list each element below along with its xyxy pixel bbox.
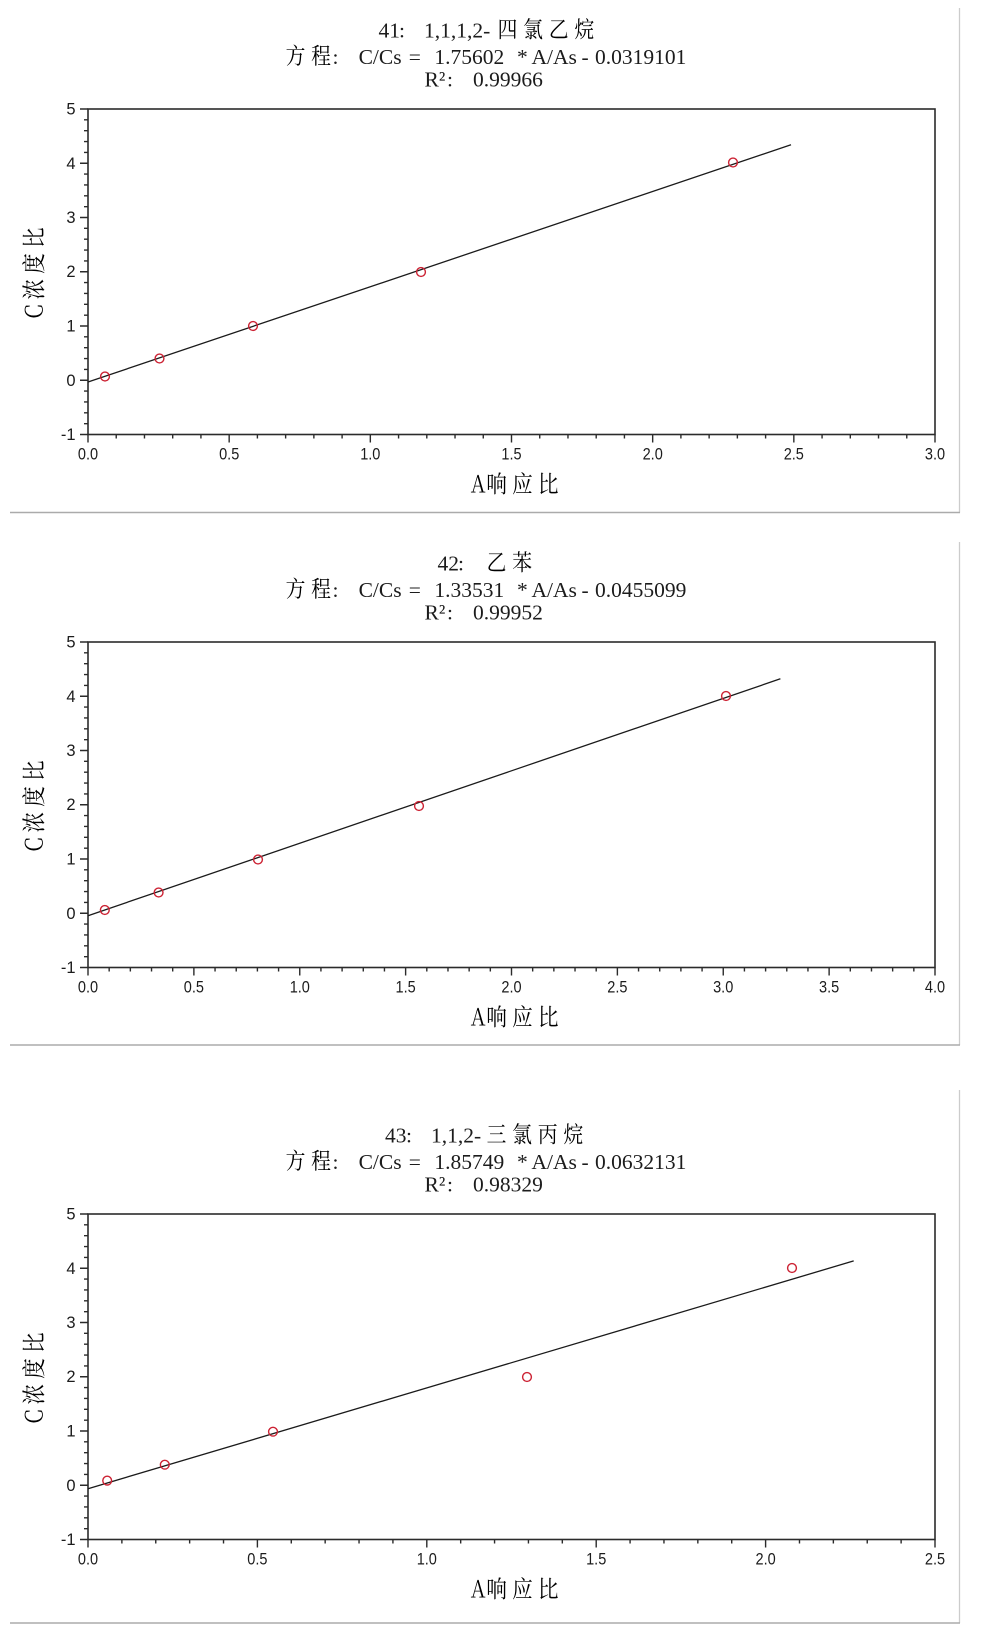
svg-text:1.85749: 1.85749 — [434, 1150, 504, 1174]
svg-text:42: 42 — [438, 552, 460, 576]
svg-text:2.5: 2.5 — [784, 446, 804, 464]
svg-text:*: * — [517, 45, 528, 69]
svg-text:0: 0 — [66, 372, 75, 390]
svg-text:0.98329: 0.98329 — [473, 1173, 543, 1197]
svg-text::: : — [399, 19, 405, 43]
svg-text:4: 4 — [66, 155, 75, 173]
svg-text:0.0: 0.0 — [78, 1551, 98, 1569]
svg-text:3.0: 3.0 — [713, 979, 733, 997]
svg-text:1.33531: 1.33531 — [434, 578, 504, 602]
svg-text:1.5: 1.5 — [586, 1551, 606, 1569]
svg-text:=: = — [409, 45, 421, 69]
svg-text:=: = — [409, 578, 421, 602]
svg-text:0.99966: 0.99966 — [473, 68, 543, 92]
svg-text:-: - — [582, 45, 589, 69]
svg-text:5: 5 — [66, 1206, 75, 1224]
svg-text:0.5: 0.5 — [219, 446, 239, 464]
svg-text:=: = — [409, 1150, 421, 1174]
svg-text:2.5: 2.5 — [925, 1551, 945, 1569]
svg-text::: : — [447, 601, 453, 625]
svg-text:A/As: A/As — [532, 45, 577, 69]
svg-text:3.5: 3.5 — [819, 979, 839, 997]
svg-text:0.0455099: 0.0455099 — [595, 578, 686, 602]
svg-text:1.5: 1.5 — [396, 979, 416, 997]
svg-text::: : — [458, 552, 464, 576]
svg-text:3: 3 — [66, 742, 75, 760]
svg-text:*: * — [517, 578, 528, 602]
svg-text:C/Cs: C/Cs — [359, 1150, 402, 1174]
svg-text:2: 2 — [66, 796, 75, 814]
svg-text:0: 0 — [66, 1477, 75, 1495]
svg-text:4: 4 — [66, 688, 75, 706]
svg-text:4: 4 — [66, 1260, 75, 1278]
svg-text:43: 43 — [385, 1124, 407, 1148]
svg-text:3.0: 3.0 — [925, 446, 945, 464]
svg-text:R²: R² — [425, 601, 446, 625]
svg-text:0.0: 0.0 — [78, 979, 98, 997]
svg-text:-1: -1 — [61, 426, 76, 444]
svg-text:1: 1 — [66, 318, 75, 336]
svg-text:-1: -1 — [61, 959, 76, 977]
svg-text:0.0: 0.0 — [78, 446, 98, 464]
svg-text:2.5: 2.5 — [607, 979, 627, 997]
svg-text:C/Cs: C/Cs — [359, 45, 402, 69]
svg-text::: : — [447, 68, 453, 92]
svg-text::: : — [333, 578, 339, 602]
svg-text:*: * — [517, 1150, 528, 1174]
svg-text:3: 3 — [66, 209, 75, 227]
svg-text::: : — [333, 1150, 339, 1174]
svg-text:41: 41 — [379, 19, 401, 43]
svg-text:1.0: 1.0 — [290, 979, 310, 997]
svg-text:-: - — [582, 578, 589, 602]
svg-text:A/As: A/As — [532, 578, 577, 602]
svg-text:2: 2 — [66, 263, 75, 281]
svg-text:1,1,2-: 1,1,2- — [431, 1124, 481, 1148]
svg-text:3: 3 — [66, 1314, 75, 1332]
svg-text:0: 0 — [66, 905, 75, 923]
svg-text:1.5: 1.5 — [501, 446, 521, 464]
svg-text:A/As: A/As — [532, 1150, 577, 1174]
svg-text:2.0: 2.0 — [756, 1551, 776, 1569]
svg-text:5: 5 — [66, 634, 75, 652]
svg-text:C/Cs: C/Cs — [359, 578, 402, 602]
svg-text:1.0: 1.0 — [360, 446, 380, 464]
svg-text:-1: -1 — [61, 1531, 76, 1549]
svg-text:4.0: 4.0 — [925, 979, 945, 997]
svg-text:1,1,1,2-: 1,1,1,2- — [424, 19, 490, 43]
svg-text:0.0632131: 0.0632131 — [595, 1150, 686, 1174]
svg-text:0.5: 0.5 — [247, 1551, 267, 1569]
svg-text::: : — [333, 45, 339, 69]
svg-text:1.0: 1.0 — [417, 1551, 437, 1569]
svg-text:1: 1 — [66, 851, 75, 869]
svg-text:2.0: 2.0 — [643, 446, 663, 464]
svg-text:1.75602: 1.75602 — [434, 45, 504, 69]
svg-text::: : — [447, 1173, 453, 1197]
svg-text:2: 2 — [66, 1368, 75, 1386]
svg-text:2.0: 2.0 — [501, 979, 521, 997]
svg-text:0.0319101: 0.0319101 — [595, 45, 686, 69]
svg-text:0.99952: 0.99952 — [473, 601, 543, 625]
svg-text:1: 1 — [66, 1423, 75, 1441]
svg-text::: : — [406, 1124, 412, 1148]
svg-text:5: 5 — [66, 101, 75, 119]
svg-text:0.5: 0.5 — [184, 979, 204, 997]
svg-text:-: - — [582, 1150, 589, 1174]
svg-text:R²: R² — [425, 1173, 446, 1197]
svg-text:R²: R² — [425, 68, 446, 92]
